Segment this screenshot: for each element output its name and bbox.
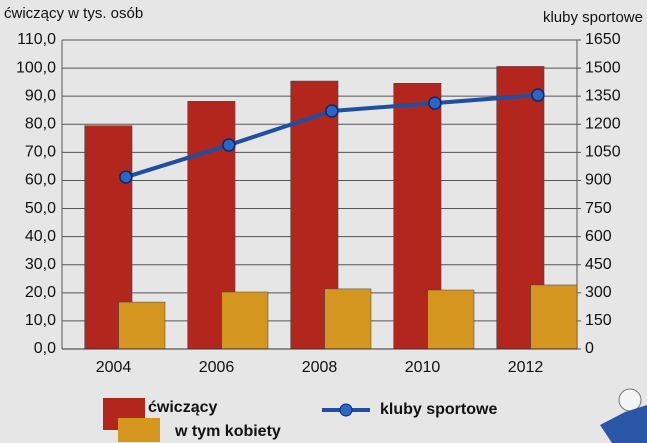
y2-tick-label: 0	[585, 340, 594, 357]
y-axis-title: ćwiczący w tys. osób	[4, 5, 143, 22]
y-tick-label: 20,0	[25, 284, 56, 301]
marker	[222, 138, 236, 152]
y2-tick-label: 1650	[585, 31, 621, 48]
bar	[118, 301, 166, 350]
marker	[428, 96, 442, 110]
x-tick-label: 2008	[302, 359, 338, 376]
decoration	[600, 388, 647, 443]
y-tick-label: 90,0	[25, 87, 56, 104]
y2-tick-label: 600	[585, 228, 612, 245]
x-tick-label: 2006	[199, 359, 235, 376]
y2-tick-label: 750	[585, 200, 612, 217]
y-tick-label: 40,0	[25, 228, 56, 245]
y2-tick-label: 150	[585, 312, 612, 329]
y-tick-label: 60,0	[25, 172, 56, 189]
legend-swatch	[118, 418, 160, 442]
legend-label: w tym kobiety	[174, 423, 281, 440]
marker	[325, 104, 339, 118]
legend-label: kluby sportowe	[380, 401, 497, 418]
y2-axis-title: kluby sportowe	[543, 9, 643, 26]
bar	[324, 288, 372, 350]
x-tick-label: 2012	[508, 359, 544, 376]
y-tick-label: 100,0	[16, 59, 56, 76]
y2-tick-label: 1500	[585, 59, 621, 76]
y2-tick-label: 900	[585, 172, 612, 189]
bar	[221, 291, 269, 350]
legend-marker	[339, 403, 353, 417]
y-tick-label: 80,0	[25, 115, 56, 132]
y2-tick-label: 1050	[585, 144, 621, 161]
y-tick-label: 10,0	[25, 312, 56, 329]
marker	[531, 88, 545, 102]
x-tick-label: 2004	[96, 359, 132, 376]
y-tick-label: 70,0	[25, 144, 56, 161]
bar	[530, 284, 578, 350]
y2-tick-label: 450	[585, 256, 612, 273]
y-tick-label: 30,0	[25, 256, 56, 273]
legend-label: ćwiczący	[148, 399, 217, 416]
y2-tick-label: 1200	[585, 115, 621, 132]
y2-tick-label: 300	[585, 284, 612, 301]
bar	[427, 289, 475, 350]
y-tick-label: 0,0	[34, 340, 56, 357]
y2-tick-label: 1350	[585, 87, 621, 104]
y-tick-label: 110,0	[17, 31, 56, 48]
marker	[119, 170, 133, 184]
y-tick-label: 50,0	[25, 200, 56, 217]
x-tick-label: 2010	[405, 359, 441, 376]
